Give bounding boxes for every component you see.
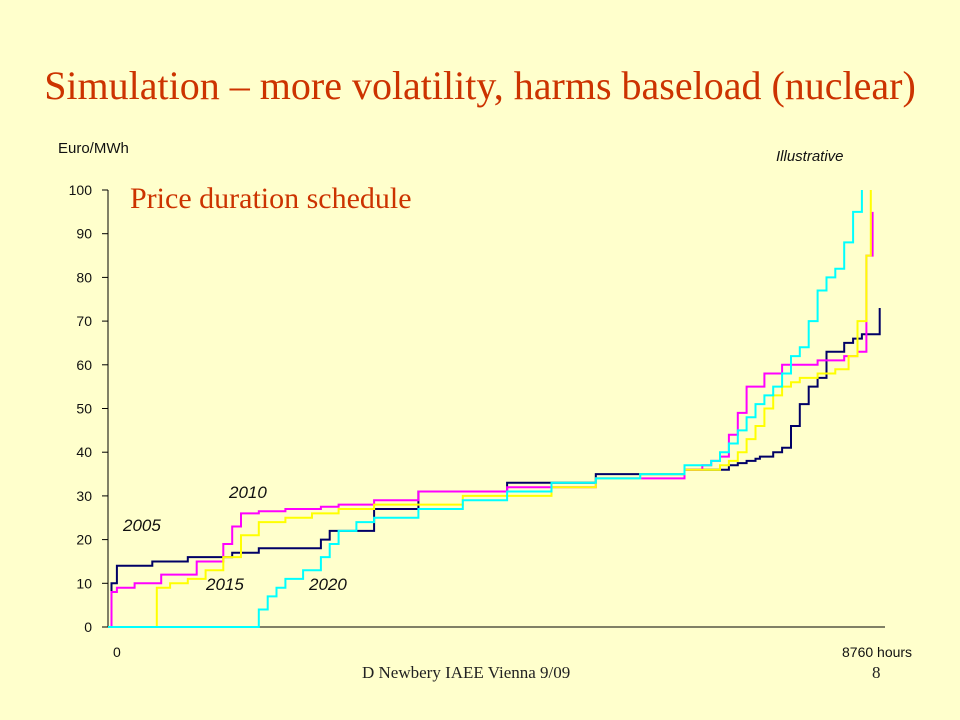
label-2015: 2015 [205, 575, 244, 594]
chart-subtitle: Price duration schedule [130, 182, 412, 215]
y-ticks: 0 10 20 30 40 50 60 70 80 90 100 [69, 182, 108, 635]
slide-title: Simulation – more volatility, harms base… [44, 63, 916, 108]
y-tick-label: 100 [69, 182, 93, 198]
label-2005: 2005 [122, 516, 161, 535]
y-axis-label: Euro/MWh [58, 140, 129, 157]
y-tick-label: 0 [84, 619, 92, 635]
series-line-2020 [108, 190, 863, 628]
y-tick-label: 60 [76, 357, 92, 373]
y-tick-label: 80 [76, 269, 92, 285]
label-2020: 2020 [308, 575, 347, 594]
y-tick-label: 20 [76, 532, 92, 548]
x-tick-start: 0 [113, 644, 121, 660]
y-tick-label: 10 [76, 575, 92, 591]
label-2010: 2010 [228, 483, 267, 502]
x-tick-end: 8760 hours [842, 644, 912, 660]
y-tick-label: 40 [76, 444, 92, 460]
series-line-2010 [108, 211, 874, 628]
series-lines [108, 190, 881, 628]
footer-text: D Newbery IAEE Vienna 9/09 [362, 663, 571, 682]
page-number: 8 [872, 663, 881, 682]
y-tick-label: 50 [76, 401, 92, 417]
y-tick-label: 70 [76, 313, 92, 329]
illustrative-annotation: Illustrative [776, 148, 844, 165]
series-line-2005 [108, 308, 881, 628]
y-tick-label: 90 [76, 226, 92, 242]
y-tick-label: 30 [76, 488, 92, 504]
